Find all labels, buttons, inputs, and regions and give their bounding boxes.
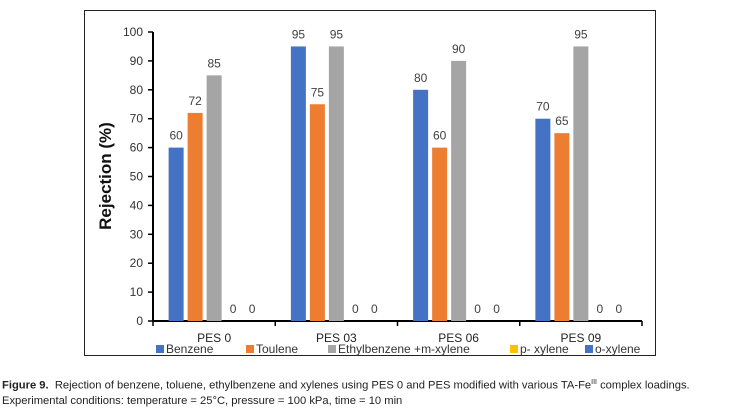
data-label: 85 (207, 56, 221, 70)
bar (187, 112, 203, 321)
bar (206, 75, 222, 321)
data-label: 60 (169, 129, 183, 143)
data-label: 95 (330, 27, 344, 41)
x-tick-label: PES 0 (197, 331, 231, 345)
legend-label: o-xylene (595, 342, 641, 356)
y-tick-label: 20 (130, 256, 144, 270)
legend-swatch (510, 345, 518, 353)
bar (573, 46, 589, 321)
y-tick-label: 0 (136, 314, 143, 328)
data-label: 90 (452, 42, 466, 56)
bar (554, 133, 570, 321)
y-tick-label: 50 (130, 170, 144, 184)
bar (168, 147, 184, 321)
data-label: 0 (493, 302, 500, 316)
figure-caption: Figure 9. Rejection of benzene, toluene,… (2, 375, 744, 409)
legend-label: Benzene (166, 342, 214, 356)
data-label: 0 (371, 302, 378, 316)
data-label: 65 (555, 114, 569, 128)
x-tick-label: PES 06 (438, 331, 479, 345)
data-label: 75 (311, 85, 325, 99)
y-tick-label: 80 (130, 83, 144, 97)
bar (451, 60, 467, 322)
y-tick-label: 70 (130, 112, 144, 126)
data-label: 0 (352, 302, 359, 316)
caption-text-after: complex loadings. (596, 379, 690, 392)
data-label: 95 (574, 27, 588, 41)
data-label: 0 (474, 302, 481, 316)
y-axis-label: Rejection (%) (96, 122, 115, 230)
legend-swatch (156, 345, 164, 353)
data-label: 70 (536, 100, 550, 114)
y-tick-label: 30 (130, 227, 144, 241)
legend-label: p- xylene (520, 342, 569, 356)
y-tick-label: 100 (123, 25, 143, 39)
data-label: 60 (433, 129, 447, 143)
bar (290, 46, 306, 321)
y-tick-label: 10 (130, 285, 144, 299)
bar-chart: 0 10 20 30 40 50 60 70 80 90 100 PES 0 PES 03 PES 06 P… (96, 25, 643, 356)
legend-swatch (246, 345, 254, 353)
legend-swatch (585, 345, 593, 353)
y-tick-label: 90 (130, 54, 144, 68)
y-tick-label: 60 (130, 141, 144, 155)
legend-label: Ethylbenzene +m-xylene (338, 342, 470, 356)
data-label: 95 (292, 27, 306, 41)
data-label: 72 (188, 94, 202, 108)
x-tick-label: PES 03 (316, 331, 357, 345)
bar (309, 104, 325, 321)
data-label: 0 (230, 302, 237, 316)
data-label: 0 (597, 302, 604, 316)
caption-superscript: III (591, 379, 597, 386)
bar (535, 118, 551, 321)
bar (413, 89, 429, 321)
x-tick-label: PES 09 (561, 331, 602, 345)
caption-text: Rejection of benzene, toluene, ethylbenz… (54, 379, 592, 392)
chart-frame (84, 10, 656, 356)
legend-label: Toulene (256, 342, 298, 356)
y-tick-label: 40 (130, 198, 144, 212)
data-label: 0 (616, 302, 623, 316)
data-label: 0 (249, 302, 256, 316)
legend-swatch (328, 345, 336, 353)
data-label: 80 (414, 71, 428, 85)
bar (432, 147, 448, 321)
bar (328, 46, 344, 321)
caption-label: Figure 9. (2, 379, 49, 392)
caption-line2: Experimental conditions: temperature = 2… (2, 394, 403, 407)
